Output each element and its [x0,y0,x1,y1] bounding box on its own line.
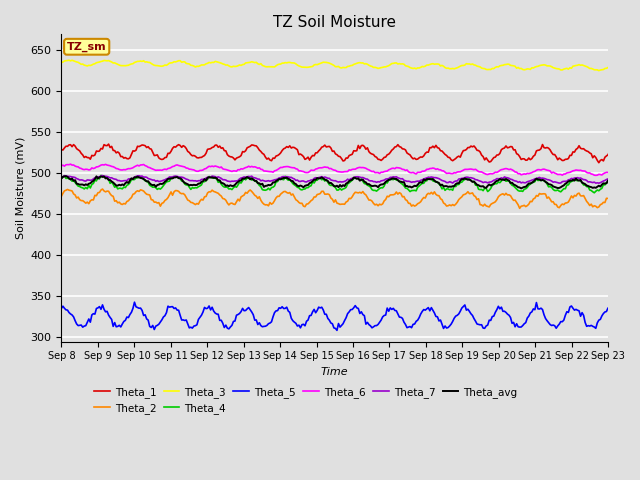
Theta_avg [62,173,70,179]
Theta_2 [77,198,85,204]
Line: Theta_2: Theta_2 [61,189,640,208]
X-axis label: Time: Time [321,367,349,377]
Theta_3 [79,61,86,67]
Theta_4 [97,172,105,178]
Theta_6 [79,167,86,172]
Title: TZ Soil Moisture: TZ Soil Moisture [273,15,396,30]
Line: Theta_1: Theta_1 [61,144,640,163]
Line: Theta_4: Theta_4 [61,175,640,193]
Theta_1 [58,147,65,153]
Theta_1 [561,156,569,162]
Line: Theta_avg: Theta_avg [61,176,640,189]
Theta_6 [639,170,640,176]
Line: Theta_5: Theta_5 [61,302,640,330]
Theta_5 [360,313,368,319]
Theta_1 [105,141,113,147]
Line: Theta_6: Theta_6 [61,164,640,176]
Theta_7 [58,174,65,180]
Theta_3 [475,63,483,69]
Theta_3 [97,59,105,64]
Theta_3 [628,68,636,73]
Line: Theta_3: Theta_3 [61,60,640,71]
Theta_1 [475,148,483,154]
Theta_1 [639,153,640,159]
Line: Theta_7: Theta_7 [61,176,640,183]
Theta_7 [475,178,483,183]
Theta_2 [639,195,640,201]
Y-axis label: Soil Moisture (mV): Soil Moisture (mV) [15,136,25,239]
Theta_2 [516,205,524,211]
Theta_3 [58,60,65,65]
Theta_3 [359,60,367,66]
Theta_6 [97,162,105,168]
Theta_5 [333,327,341,333]
Theta_6 [359,165,367,170]
Theta_avg [97,174,105,180]
Theta_avg [79,181,86,187]
Theta_5 [58,305,65,311]
Theta_2 [563,200,571,206]
Theta_4 [58,176,65,181]
Theta_avg [625,186,633,192]
Legend: Theta_1, Theta_2, Theta_3, Theta_4, Theta_5, Theta_6, Theta_7, Theta_avg: Theta_1, Theta_2, Theta_3, Theta_4, Thet… [94,387,518,414]
Theta_5 [476,322,484,328]
Theta_avg [639,179,640,185]
Theta_3 [561,66,569,72]
Theta_5 [563,309,571,314]
Theta_6 [561,171,569,177]
Theta_5 [639,307,640,313]
Theta_7 [99,173,106,179]
Theta_1 [359,143,367,148]
Theta_2 [99,186,106,192]
Theta_7 [77,177,85,183]
Theta_5 [131,300,138,305]
Theta_7 [630,180,637,186]
Theta_avg [58,176,65,181]
Theta_1 [595,160,603,166]
Theta_6 [67,161,74,167]
Theta_4 [561,186,569,192]
Theta_2 [475,196,483,202]
Theta_avg [475,182,483,188]
Theta_2 [95,190,103,195]
Theta_4 [95,176,103,182]
Theta_7 [639,177,640,183]
Theta_7 [95,174,103,180]
Theta_7 [359,175,367,180]
Theta_5 [95,304,103,310]
Theta_4 [475,186,483,192]
Theta_avg [359,177,367,182]
Theta_3 [65,58,73,63]
Theta_6 [475,168,483,174]
Theta_6 [630,173,637,179]
Theta_2 [359,189,367,194]
Theta_2 [58,193,65,199]
Theta_7 [561,179,569,184]
Theta_3 [639,65,640,71]
Theta_4 [359,179,367,184]
Theta_1 [95,148,103,154]
Theta_4 [591,190,598,196]
Theta_5 [77,322,85,328]
Text: TZ_sm: TZ_sm [67,42,106,52]
Theta_6 [58,163,65,168]
Theta_1 [77,150,85,156]
Theta_4 [639,181,640,187]
Theta_avg [561,181,569,187]
Theta_4 [77,184,85,190]
